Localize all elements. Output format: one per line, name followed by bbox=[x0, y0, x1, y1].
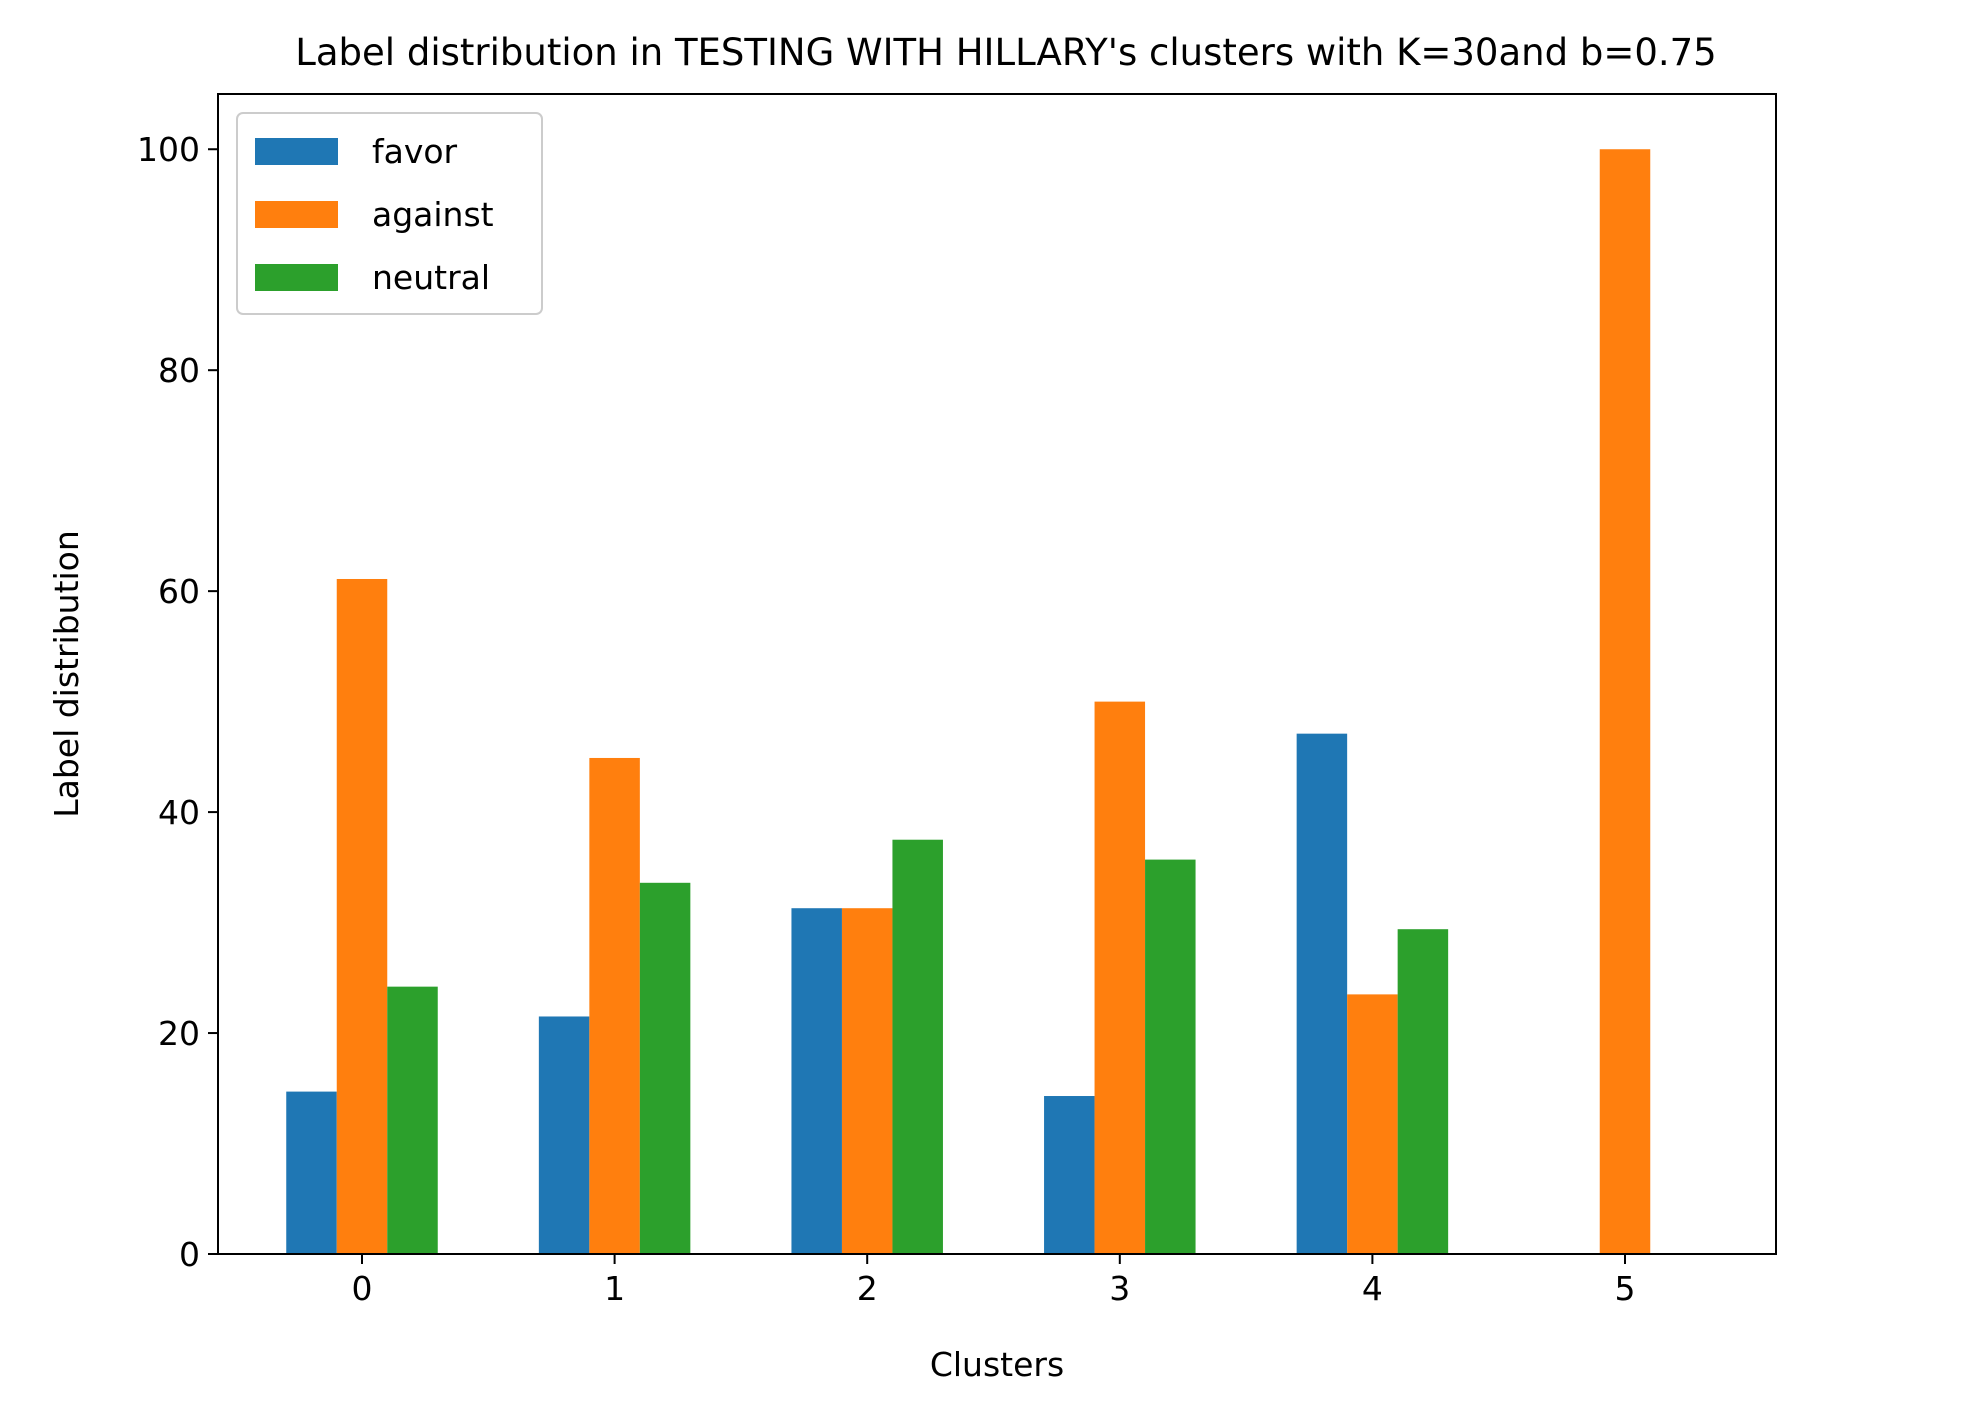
y-tick-label: 100 bbox=[137, 130, 200, 169]
legend-label-neutral: neutral bbox=[372, 258, 490, 297]
x-axis-label: Clusters bbox=[930, 1345, 1064, 1384]
y-axis-label: Label distribution bbox=[47, 530, 86, 818]
x-tick-label: 5 bbox=[1615, 1269, 1636, 1308]
bar-neutral-1 bbox=[639, 882, 691, 1254]
bar-favor-2 bbox=[791, 908, 842, 1254]
legend-swatch-neutral bbox=[255, 264, 338, 291]
y-tick-label: 80 bbox=[158, 351, 200, 390]
y-tick-label: 0 bbox=[179, 1235, 200, 1274]
x-tick-label: 4 bbox=[1362, 1269, 1383, 1308]
bar-neutral-4 bbox=[1397, 929, 1449, 1254]
y-tick-label: 40 bbox=[158, 793, 200, 832]
bar-favor-0 bbox=[286, 1091, 337, 1254]
y-tick-label: 60 bbox=[158, 572, 200, 611]
bar-neutral-0 bbox=[387, 986, 438, 1254]
legend-swatch-favor bbox=[255, 138, 338, 165]
x-tick-label: 1 bbox=[604, 1269, 625, 1308]
x-tick-label: 0 bbox=[352, 1269, 373, 1308]
x-axis: 0 1 2 3 4 5 bbox=[352, 1254, 1636, 1308]
bar-neutral-3 bbox=[1145, 859, 1196, 1254]
legend-label-against: against bbox=[372, 195, 494, 234]
bar-neutral-2 bbox=[892, 839, 943, 1254]
x-tick-label: 3 bbox=[1109, 1269, 1130, 1308]
bar-favor-4 bbox=[1296, 733, 1348, 1254]
legend-label-favor: favor bbox=[372, 132, 458, 171]
bar-against-4 bbox=[1347, 994, 1398, 1254]
y-tick-label: 20 bbox=[158, 1014, 200, 1053]
chart-title: Label distribution in TESTING WITH HILLA… bbox=[295, 31, 1716, 74]
legend-swatch-against bbox=[255, 201, 338, 228]
bar-against-1 bbox=[589, 757, 640, 1254]
bar-against-2 bbox=[841, 908, 893, 1254]
y-axis: 0 20 40 60 80 100 bbox=[137, 130, 218, 1274]
bar-against-0 bbox=[336, 578, 388, 1254]
x-tick-label: 2 bbox=[857, 1269, 878, 1308]
legend: favor against neutral bbox=[236, 112, 543, 315]
bar-against-5 bbox=[1599, 149, 1651, 1255]
bar-against-3 bbox=[1094, 701, 1146, 1254]
plot-frame bbox=[217, 93, 1777, 1255]
bar-favor-3 bbox=[1044, 1096, 1095, 1254]
bar-favor-1 bbox=[538, 1016, 590, 1254]
bars-layer bbox=[286, 149, 1651, 1255]
